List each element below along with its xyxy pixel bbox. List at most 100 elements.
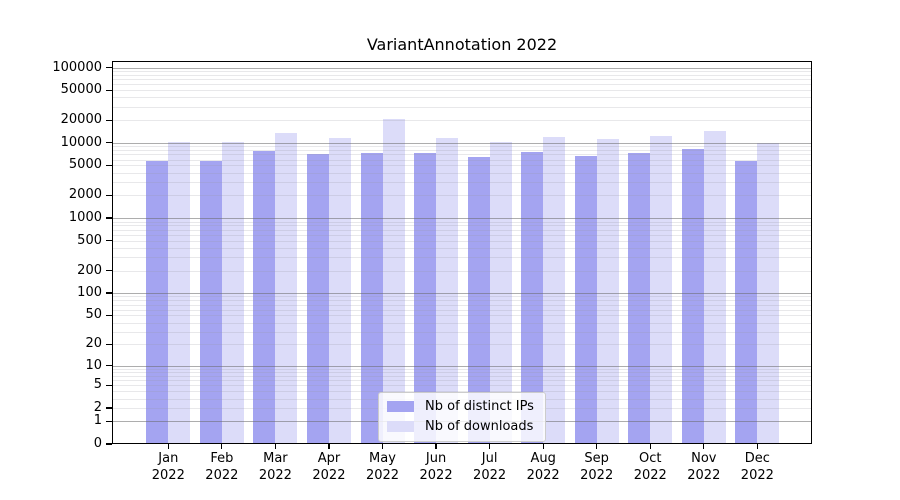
bar-downloads-may <box>382 118 405 443</box>
legend-row-downloads: Nb of downloads <box>387 419 534 434</box>
y-tick-label-10: 10 <box>85 357 102 373</box>
y-tick-20 <box>106 343 112 346</box>
x-tick-may <box>381 444 384 449</box>
minor-gridline-20000 <box>113 120 811 122</box>
grid-layer <box>113 62 811 443</box>
bar-distinct-ips-jun <box>414 152 437 443</box>
bar-distinct-ips-aug <box>521 151 544 443</box>
minor-gridline-7000 <box>113 154 811 156</box>
y-tick-label-5: 5 <box>93 377 102 393</box>
bar-distinct-ips-apr <box>306 153 329 443</box>
minor-gridline-4000 <box>113 172 811 174</box>
y-tick-label-100000: 100000 <box>52 59 102 75</box>
bar-distinct-ips-sep <box>574 155 597 443</box>
y-tick-2000 <box>106 194 112 196</box>
x-tick-dec <box>756 444 758 449</box>
y-tick-label-50: 50 <box>85 307 102 323</box>
y-tick-1 <box>106 420 112 422</box>
minor-gridline-80 <box>113 300 811 302</box>
x-tick-apr <box>328 444 330 449</box>
y-tick-20000 <box>106 119 112 121</box>
y-tick-label-50000: 50000 <box>60 82 102 98</box>
minor-gridline-700 <box>113 229 811 231</box>
minor-gridline-90000 <box>113 70 811 72</box>
legend-label-downloads: Nb of downloads <box>425 419 534 434</box>
minor-gridline-60 <box>113 309 811 311</box>
y-tick-label-2: 2 <box>93 400 102 416</box>
y-tick-label-2000: 2000 <box>68 187 102 203</box>
y-tick-500 <box>106 240 112 242</box>
y-tick-2 <box>106 407 112 409</box>
bar-distinct-ips-nov <box>681 148 704 443</box>
minor-gridline-50000 <box>113 90 811 92</box>
bar-distinct-ips-feb <box>199 160 222 443</box>
legend: Nb of distinct IPs Nb of downloads <box>378 392 546 442</box>
y-tick-label-5000: 5000 <box>68 157 102 173</box>
legend-label-distinct-ips: Nb of distinct IPs <box>425 399 534 414</box>
y-tick-5 <box>106 384 112 386</box>
x-tick-sep <box>596 444 598 449</box>
minor-gridline-3000 <box>113 182 811 184</box>
x-tick-jan <box>167 444 169 449</box>
y-tick-label-1000: 1000 <box>68 210 102 226</box>
y-tick-label-20000: 20000 <box>60 112 102 128</box>
x-tick-label-apr: Apr 2022 <box>312 451 346 483</box>
x-tick-mar <box>274 444 276 449</box>
minor-gridline-800 <box>113 225 811 227</box>
minor-gridline-500 <box>113 240 811 242</box>
minor-gridline-6000 <box>113 159 811 161</box>
bar-downloads-nov <box>703 131 726 443</box>
x-tick-nov <box>703 444 705 449</box>
x-tick-jun <box>435 444 437 449</box>
y-tick-1000 <box>106 217 112 219</box>
x-tick-label-jul: Jul 2022 <box>473 451 507 483</box>
y-tick-10000 <box>106 142 112 144</box>
x-tick-label-aug: Aug 2022 <box>526 451 560 483</box>
minor-gridline-8000 <box>113 150 811 152</box>
legend-row-distinct-ips: Nb of distinct IPs <box>387 399 534 414</box>
x-tick-label-nov: Nov 2022 <box>687 451 721 483</box>
y-tick-10 <box>106 364 112 367</box>
y-tick-200 <box>106 269 112 272</box>
minor-gridline-50 <box>113 315 811 317</box>
x-tick-label-sep: Sep 2022 <box>580 451 614 483</box>
y-tick-0 <box>106 443 112 445</box>
x-tick-oct <box>649 444 651 449</box>
bar-downloads-jun <box>436 137 459 443</box>
legend-swatch-downloads-icon <box>387 421 414 432</box>
x-tick-label-dec: Dec 2022 <box>740 451 774 483</box>
minor-gridline-40000 <box>113 97 811 99</box>
bar-distinct-ips-jan <box>146 160 169 443</box>
minor-gridline-200 <box>113 270 811 272</box>
x-tick-label-mar: Mar 2022 <box>258 451 292 483</box>
y-tick-label-100: 100 <box>77 285 102 301</box>
x-tick-aug <box>542 444 544 449</box>
minor-gridline-4 <box>113 391 811 393</box>
x-tick-label-jun: Jun 2022 <box>419 451 453 483</box>
plot-area <box>112 61 812 444</box>
bar-downloads-jul <box>489 141 512 443</box>
x-tick-feb <box>221 444 223 449</box>
major-gridline-100000 <box>113 67 811 69</box>
minor-gridline-60000 <box>113 84 811 86</box>
minor-gridline-600 <box>113 234 811 236</box>
minor-gridline-40 <box>113 322 811 324</box>
minor-gridline-30 <box>113 331 811 333</box>
bar-distinct-ips-may <box>360 153 383 443</box>
minor-gridline-300 <box>113 257 811 259</box>
x-tick-label-feb: Feb 2022 <box>205 451 239 483</box>
y-tick-100000 <box>106 66 112 69</box>
bar-downloads-dec <box>757 142 780 443</box>
minor-gridline-70000 <box>113 79 811 81</box>
y-tick-50 <box>106 314 112 316</box>
y-tick-label-20: 20 <box>85 336 102 352</box>
y-tick-label-1: 1 <box>93 413 102 429</box>
bar-distinct-ips-jul <box>467 157 490 443</box>
bar-downloads-sep <box>596 138 619 443</box>
minor-gridline-400 <box>113 247 811 249</box>
x-tick-label-may: May 2022 <box>365 451 400 483</box>
minor-gridline-900 <box>113 221 811 223</box>
x-tick-label-jan: Jan 2022 <box>151 451 185 483</box>
minor-gridline-6 <box>113 380 811 382</box>
